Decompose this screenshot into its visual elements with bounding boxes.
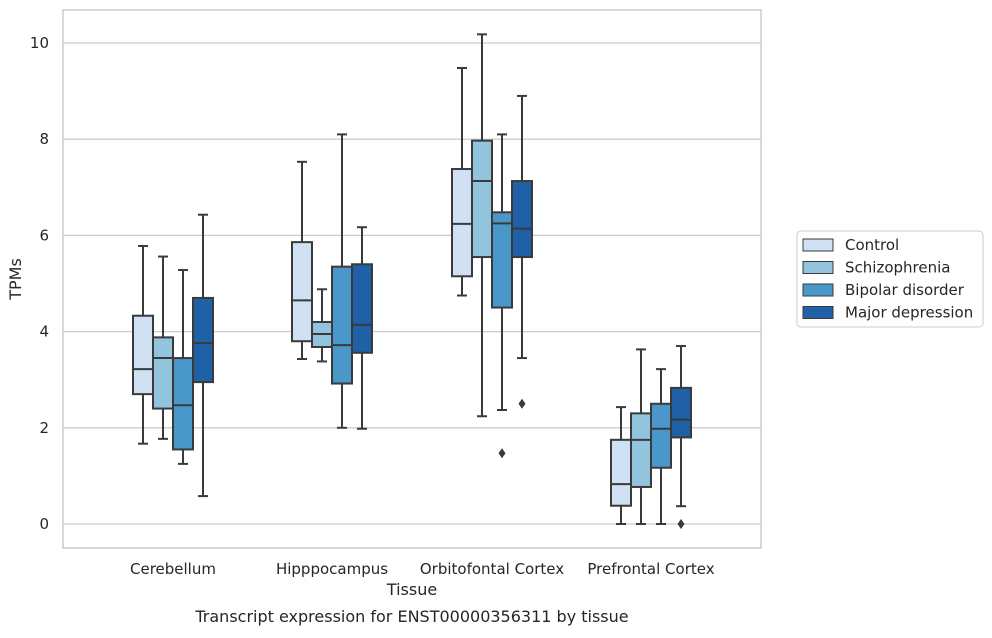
legend-label: Major depression — [845, 304, 973, 322]
x-tick-label: Cerebellum — [130, 560, 216, 578]
legend-label: Bipolar disorder — [845, 281, 965, 299]
legend-swatch — [802, 261, 834, 274]
x-axis-label: Tissue — [386, 580, 437, 599]
plot-frame — [62, 9, 762, 549]
y-tick-label: 10 — [30, 34, 49, 52]
legend-swatch — [802, 283, 834, 297]
y-tick-labels: 0 2 4 6 8 10 — [30, 34, 49, 533]
box-group — [291, 160, 313, 361]
legend: Control Schizophrenia Bipolar disorder Majo… — [796, 230, 984, 328]
box-group — [471, 33, 493, 418]
box — [491, 211, 513, 309]
x-tick-label: Orbitofontal Cortex — [420, 560, 564, 578]
box — [351, 263, 373, 354]
x-tick-labels: Cerebellum Hipppocampus Orbitofontal Corte… — [130, 560, 715, 578]
legend-label: Control — [845, 236, 899, 254]
y-tick-label: 4 — [39, 323, 49, 341]
box — [172, 357, 194, 451]
box — [192, 296, 214, 384]
box-group — [511, 94, 533, 409]
box — [451, 168, 473, 278]
outlier-point — [498, 448, 506, 459]
box-group — [331, 133, 353, 429]
legend-swatch — [802, 306, 834, 319]
box-group — [172, 269, 194, 465]
outlier-point — [518, 398, 526, 409]
box — [610, 438, 632, 507]
y-tick-label: 0 — [39, 515, 49, 533]
box-group — [351, 226, 373, 430]
box-group — [491, 133, 513, 459]
box-group — [311, 288, 333, 363]
box-group — [192, 213, 214, 498]
y-axis-label: TPMs — [6, 258, 25, 301]
box-group — [670, 345, 692, 529]
box-group — [152, 255, 174, 440]
outlier-point — [677, 519, 685, 529]
box-group — [132, 244, 154, 445]
boxes — [132, 33, 692, 529]
box — [670, 386, 692, 439]
chart-caption: Transcript expression for ENST0000035631… — [194, 607, 628, 626]
box-group — [451, 67, 473, 297]
box-group — [650, 368, 672, 525]
y-tick-label: 8 — [39, 130, 49, 148]
x-tick-label: Prefrontal Cortex — [587, 560, 714, 578]
box — [630, 412, 652, 488]
box — [331, 265, 353, 385]
box — [152, 336, 174, 410]
box — [511, 180, 533, 259]
y-tick-label: 2 — [39, 419, 49, 437]
y-tick-label: 6 — [39, 226, 49, 244]
box — [132, 314, 154, 396]
legend-frame — [796, 230, 984, 328]
box — [291, 241, 313, 343]
x-tick-label: Hipppocampus — [276, 560, 388, 578]
box — [650, 402, 672, 469]
legend-label: Schizophrenia — [845, 259, 950, 277]
box — [471, 139, 493, 259]
legend-swatch — [802, 238, 834, 252]
